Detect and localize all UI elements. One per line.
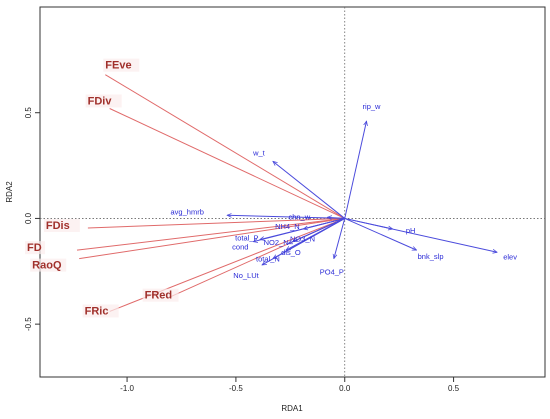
environment-label-bnk-slp: bnk_slp — [418, 252, 444, 261]
functional-label-bg — [25, 241, 46, 255]
environment-label-ph: pH — [406, 226, 416, 235]
plot-frame — [39, 6, 546, 378]
environment-vector-w-t — [273, 161, 346, 219]
environment-label-no-lut: No_LUt — [233, 271, 259, 280]
environment-label-no3-n: NO3_N — [290, 235, 315, 244]
functional-label-fric: FRic — [85, 305, 109, 317]
functional-vector-raoq — [79, 217, 345, 260]
functional-label-fdis: FDis — [46, 220, 70, 232]
environment-label-total-p: total_P — [235, 234, 258, 243]
environment-vector-po4-p — [334, 218, 346, 258]
x-tick-label: 0.0 — [339, 384, 351, 393]
functional-vector-fd — [76, 217, 345, 251]
y-tick-label: -0.5 — [24, 317, 33, 331]
environment-vector-bnk-slp — [344, 217, 417, 251]
functional-label-bg — [85, 94, 122, 108]
environment-vector-avg-hmrb — [227, 215, 345, 219]
environment-label-no2-n: NO2_N — [264, 238, 289, 247]
environment-label-rip-w: rip_w — [363, 102, 382, 111]
functional-vector-feve — [105, 74, 345, 219]
x-tick-label: -1.0 — [120, 384, 134, 393]
x-axis-label: RDA1 — [281, 404, 303, 413]
environment-label-chn-w: chn_w — [288, 212, 310, 221]
functional-label-bg — [82, 304, 119, 318]
environment-label-nh4-n: NH4_N — [275, 222, 300, 231]
functional-label-raoq: RaoQ — [32, 260, 62, 272]
x-tick-label: -0.5 — [229, 384, 243, 393]
functional-label-bg — [30, 258, 67, 272]
y-tick-label: 0.5 — [24, 107, 33, 119]
environment-label-dis-o: dis_O — [281, 248, 301, 257]
functional-label-bg — [43, 218, 80, 232]
environment-vector-cond — [253, 217, 345, 241]
y-axis-label: RDA2 — [5, 181, 14, 203]
functional-label-fdiv: FDiv — [88, 95, 113, 107]
functional-label-feve: FEve — [105, 60, 131, 72]
functional-label-fred: FRed — [145, 290, 173, 302]
environment-vector-no3-n — [293, 217, 345, 243]
environment-vector-chn-w — [327, 217, 345, 218]
environment-label-avg-hmrb: avg_hmrb — [171, 207, 204, 216]
environment-vector-rip-w — [344, 121, 367, 219]
functional-vector-fdiv — [109, 108, 345, 219]
functional-label-bg — [103, 58, 140, 72]
functional-label-fd: FD — [27, 242, 42, 254]
environment-label-cond: cond — [232, 243, 248, 252]
environment-label-total-n: total_N — [256, 255, 280, 264]
environment-vector-elev — [344, 217, 497, 252]
functional-label-bg — [142, 288, 179, 302]
environment-label-elev: elev — [503, 252, 517, 261]
environment-vector-no-lut — [262, 217, 345, 265]
y-tick-label: 0.0 — [24, 212, 33, 224]
environment-label-po4-p: PO4_P — [320, 268, 344, 277]
environment-label-w-t: w_t — [252, 148, 266, 157]
functional-vector-fdis — [87, 217, 345, 229]
x-tick-label: 0.5 — [448, 384, 460, 393]
